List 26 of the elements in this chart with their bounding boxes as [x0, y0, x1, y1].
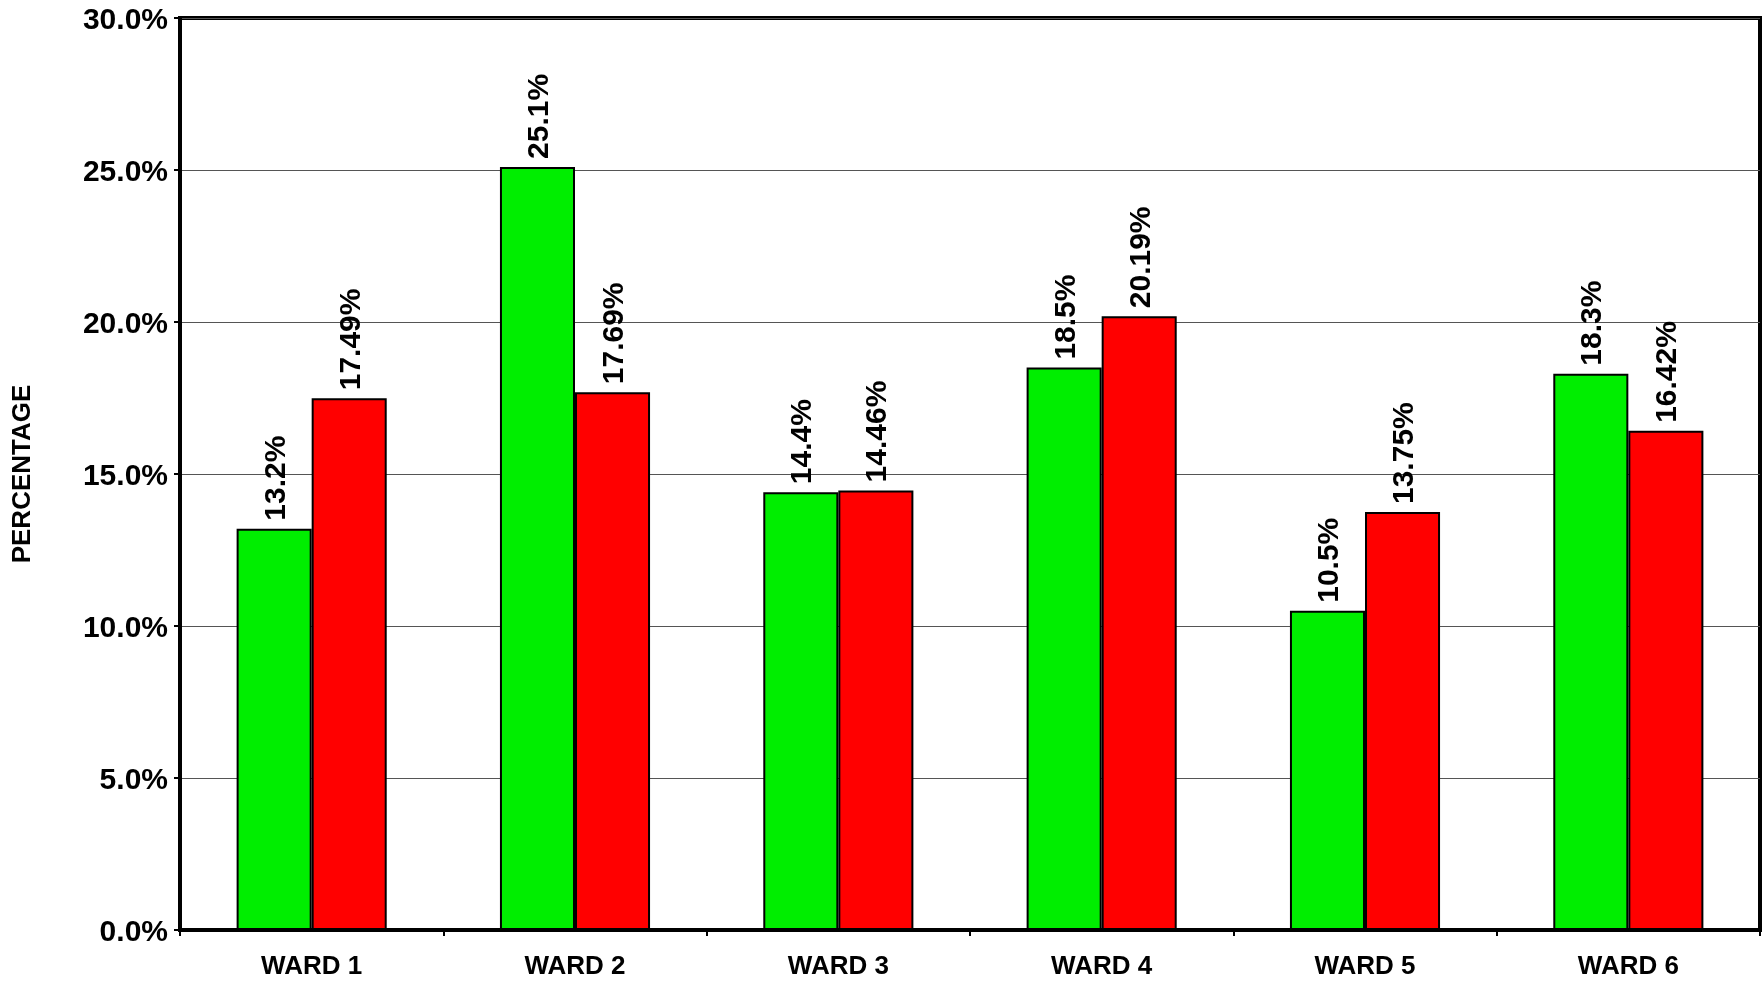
data-label: 17.69% — [596, 282, 630, 385]
x-tick-label: WARD 3 — [787, 950, 889, 980]
y-tick-label: 30.0% — [82, 1, 168, 35]
y-tick-label: 0.0% — [99, 913, 168, 947]
y-tick-label: 10.0% — [82, 609, 168, 643]
y-tick-label: 25.0% — [82, 153, 168, 187]
data-label: 16.42% — [1649, 321, 1683, 423]
data-label: 14.46% — [859, 380, 893, 483]
x-tick-label: WARD 5 — [1314, 950, 1416, 980]
x-tick-label: WARD 6 — [1577, 950, 1679, 980]
data-label: 13.2% — [257, 435, 291, 521]
y-tick-label: 5.0% — [99, 761, 168, 795]
data-label: 17.49% — [332, 288, 366, 391]
x-tick-label: WARD 4 — [1051, 950, 1153, 980]
data-label: 13.75% — [1386, 402, 1420, 504]
y-axis-title: PERCENTAGE — [6, 384, 36, 564]
y-tick-label: 15.0% — [82, 457, 168, 491]
data-label: 20.19% — [1122, 206, 1156, 309]
data-label: 14.4% — [784, 399, 818, 485]
data-label: 10.5% — [1310, 517, 1344, 603]
x-tick-label: WARD 2 — [524, 950, 626, 980]
y-tick-label: 20.0% — [82, 305, 168, 339]
data-label: 18.5% — [1047, 274, 1081, 360]
data-label: 25.1% — [520, 73, 554, 159]
x-tick-label: WARD 1 — [261, 950, 363, 980]
data-label: 18.3% — [1574, 280, 1608, 366]
